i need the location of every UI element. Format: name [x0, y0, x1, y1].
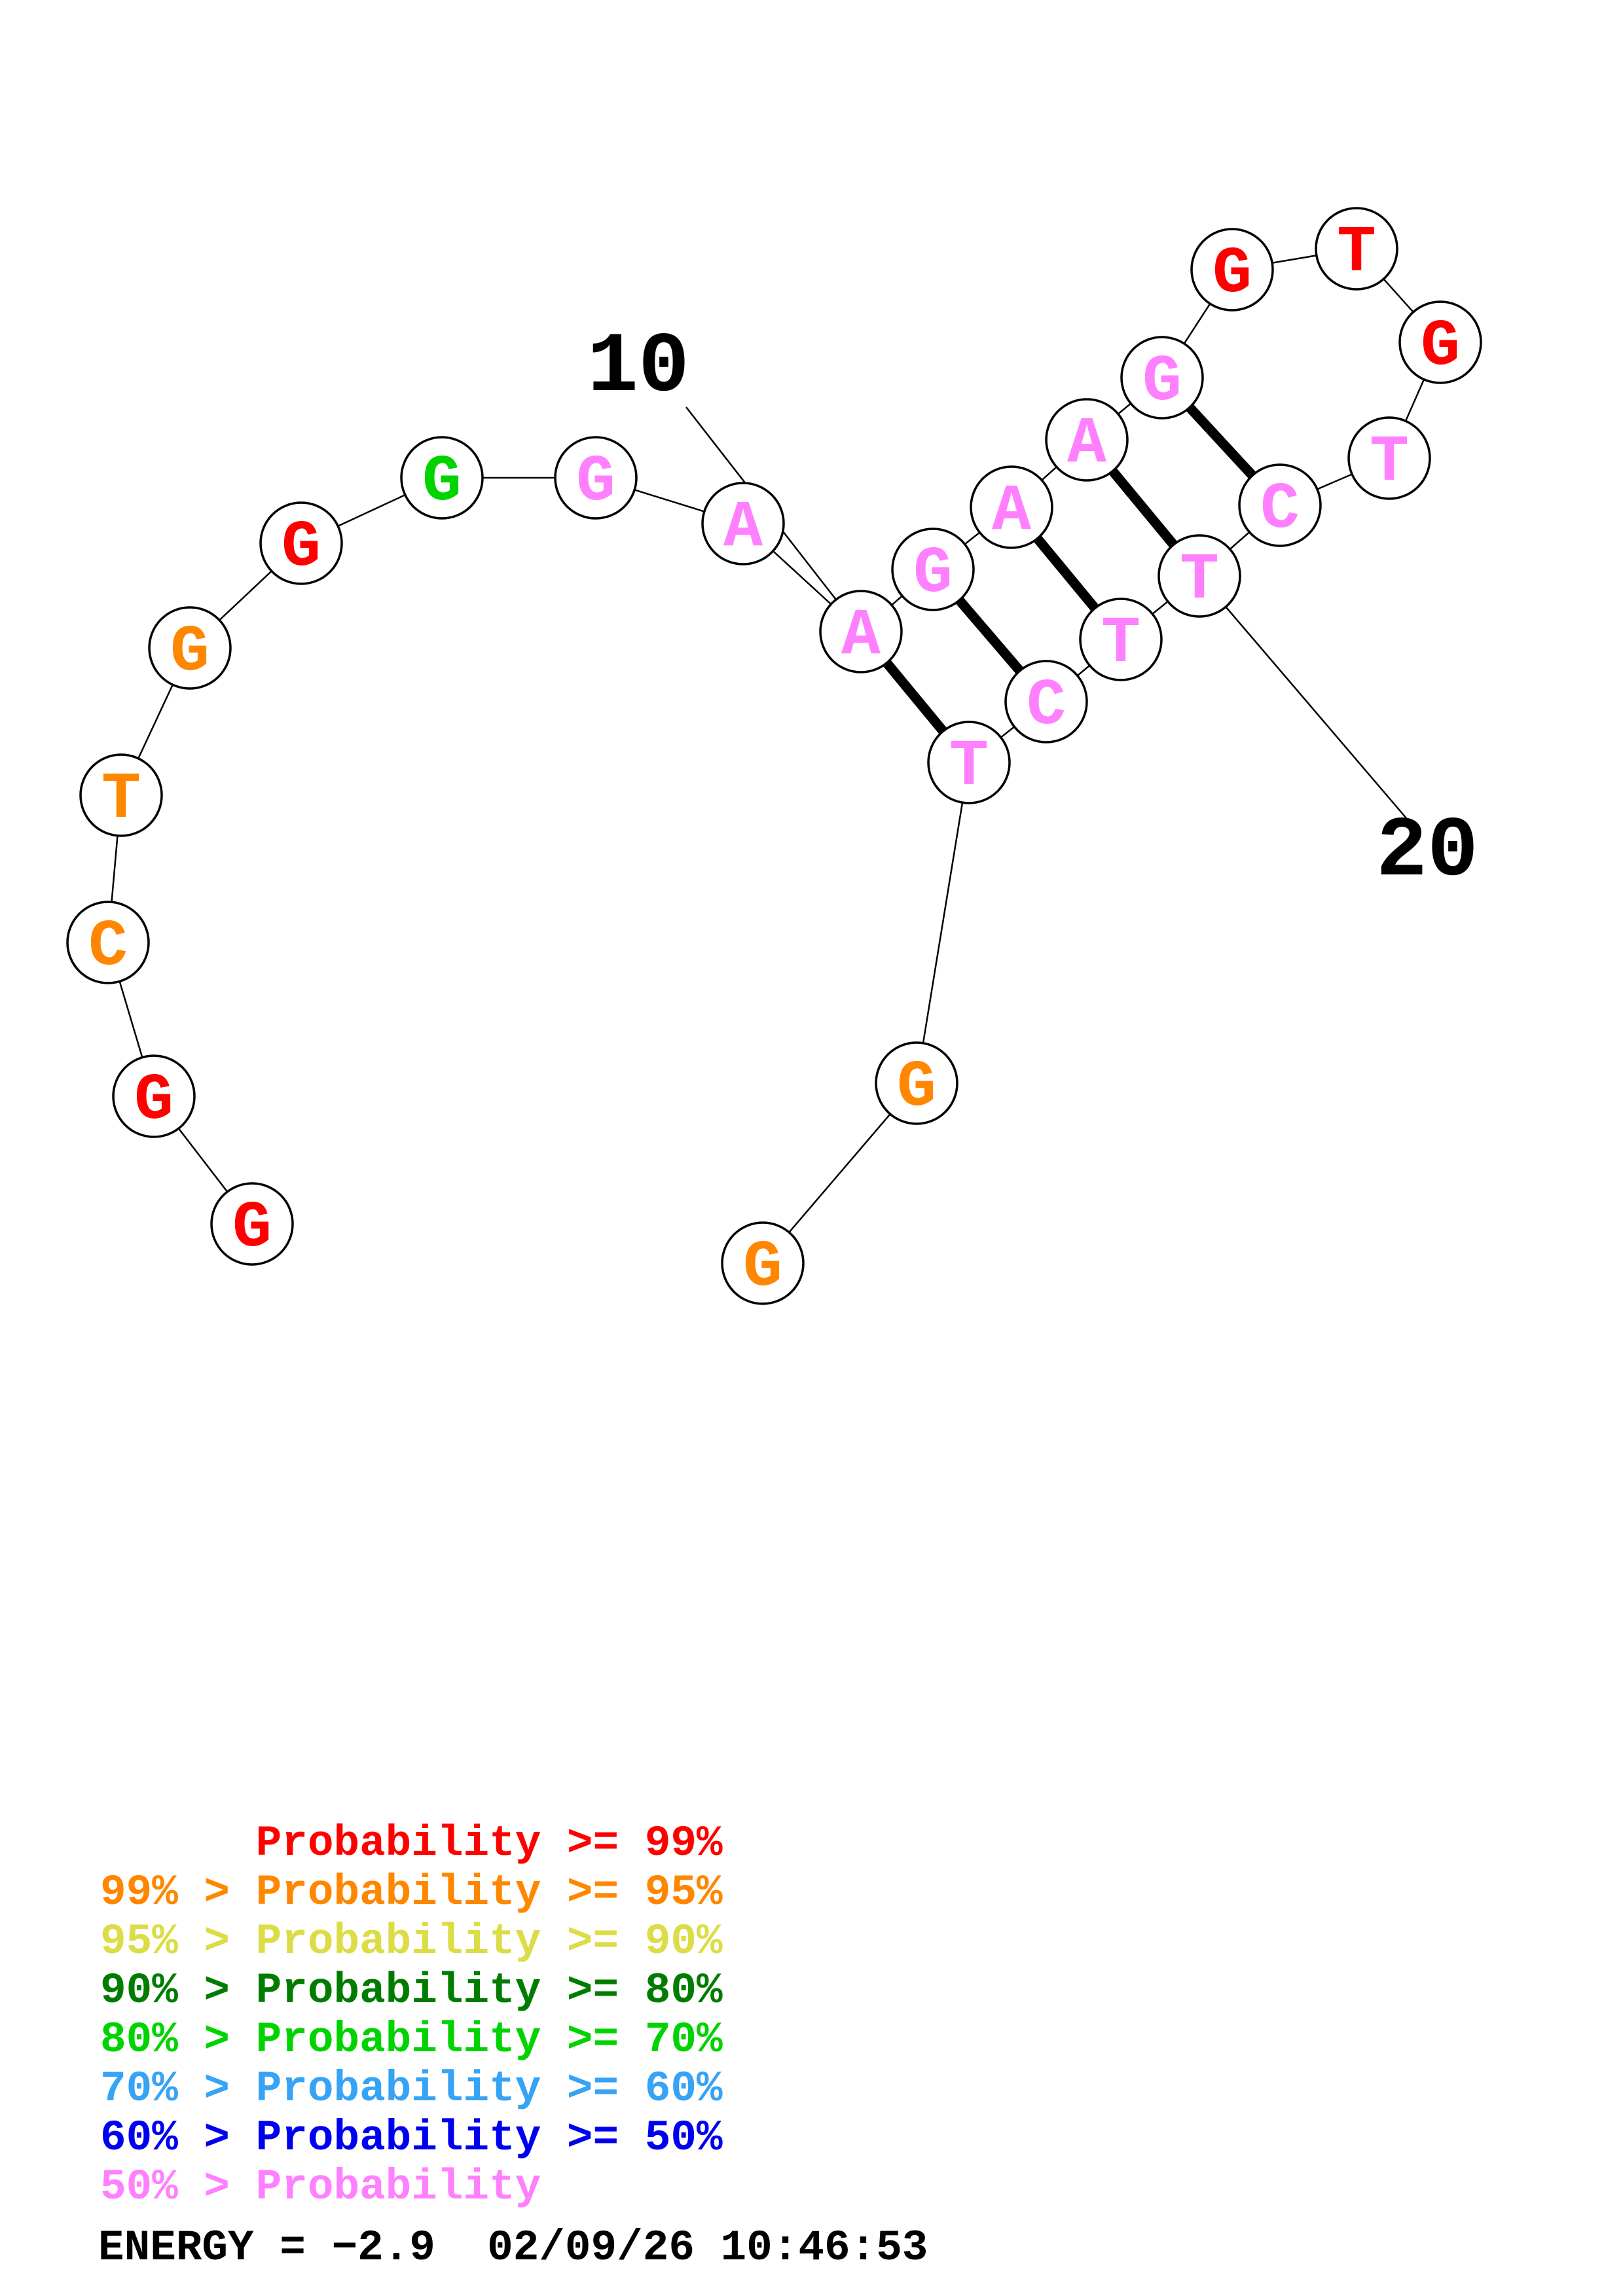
nucleotide-base-3: C — [88, 910, 128, 984]
energy-annotation: ENERGY = −2.9 02/09/26 10:46:53 — [98, 2223, 928, 2272]
nucleotide-base-18: T — [1370, 426, 1409, 500]
legend-row: 60% > Probability >= 50% — [100, 2113, 723, 2162]
probability-legend: Probability >= 99% 99% > Probability >= 9… — [100, 1819, 723, 2212]
nucleotide-base-20: T — [1180, 544, 1219, 618]
nucleotide-circle-8 — [554, 436, 638, 520]
nucleotide-circle-6 — [259, 501, 343, 585]
nucleotide-circle-24 — [875, 1041, 958, 1125]
position-label-10: 10 — [587, 320, 689, 416]
position-label-20: 20 — [1376, 804, 1478, 901]
nucleotide-circle-3 — [66, 901, 150, 984]
legend-row: 90% > Probability >= 80% — [100, 1966, 723, 2015]
legend-row: Probability >= 99% — [100, 1819, 723, 1868]
nucleotide-circle-1 — [210, 1182, 294, 1266]
nucleotide-circle-17 — [1398, 300, 1482, 384]
nucleotide-circle-15 — [1190, 228, 1274, 312]
nucleotide-base-6: G — [282, 511, 321, 585]
nucleotide-circle-20 — [1158, 534, 1241, 618]
backbone-segment — [915, 762, 970, 1084]
nucleotide-base-7: G — [422, 446, 462, 520]
nucleotide-base-19: C — [1260, 473, 1300, 547]
legend-row: 50% > Probability — [100, 2162, 541, 2212]
nucleotide-base-8: G — [576, 446, 615, 520]
nucleotide-circle-19 — [1238, 463, 1322, 547]
nucleotide-base-5: G — [170, 616, 210, 690]
nucleotide-base-4: T — [101, 763, 141, 837]
position-pointer-line — [1199, 575, 1407, 819]
nucleotide-base-25: G — [743, 1231, 782, 1305]
nucleotide-circle-10 — [819, 590, 903, 673]
nucleotide-base-17: G — [1421, 310, 1460, 384]
nucleotide-circle-22 — [1004, 660, 1088, 744]
nucleotide-base-22: C — [1027, 670, 1066, 744]
nucleotide-base-13: A — [1067, 408, 1107, 482]
legend-row: 70% > Probability >= 60% — [100, 2064, 723, 2113]
nucleotide-base-24: G — [897, 1051, 936, 1125]
legend-row: 95% > Probability >= 90% — [100, 1917, 723, 1966]
nucleotide-base-21: T — [1101, 607, 1140, 681]
nucleotide-circle-16 — [1315, 207, 1398, 291]
nucleotide-circle-7 — [400, 436, 484, 520]
legend-row: 99% > Probability >= 95% — [100, 1868, 723, 1917]
nucleotide-circle-13 — [1045, 398, 1129, 482]
nucleotide-circle-14 — [1120, 336, 1204, 420]
nucleotide-base-11: G — [913, 537, 953, 611]
nucleotide-base-1: G — [232, 1192, 272, 1266]
nucleotide-circle-21 — [1079, 598, 1163, 681]
nucleotide-circle-11 — [891, 528, 975, 611]
nucleotide-base-15: G — [1213, 238, 1252, 312]
legend-row: 80% > Probability >= 70% — [100, 2015, 723, 2064]
nucleotide-circle-23 — [927, 721, 1011, 804]
nucleotide-base-10: A — [841, 600, 881, 673]
nucleotide-circle-25 — [721, 1221, 805, 1305]
nucleotide-circle-5 — [148, 606, 232, 690]
nucleotide-base-12: A — [992, 475, 1032, 549]
nucleotide-circle-18 — [1347, 416, 1431, 500]
nucleotide-base-9: A — [723, 492, 763, 565]
nucleotide-base-23: T — [949, 730, 989, 804]
nucleotide-circle-4 — [79, 753, 163, 837]
nucleotide-circle-9 — [701, 482, 785, 565]
nucleotide-base-16: T — [1337, 217, 1376, 291]
nucleotide-base-2: G — [134, 1064, 173, 1138]
nucleotide-base-14: G — [1142, 346, 1182, 420]
nucleotide-circle-2 — [112, 1054, 196, 1138]
nucleotide-circle-12 — [970, 465, 1053, 549]
